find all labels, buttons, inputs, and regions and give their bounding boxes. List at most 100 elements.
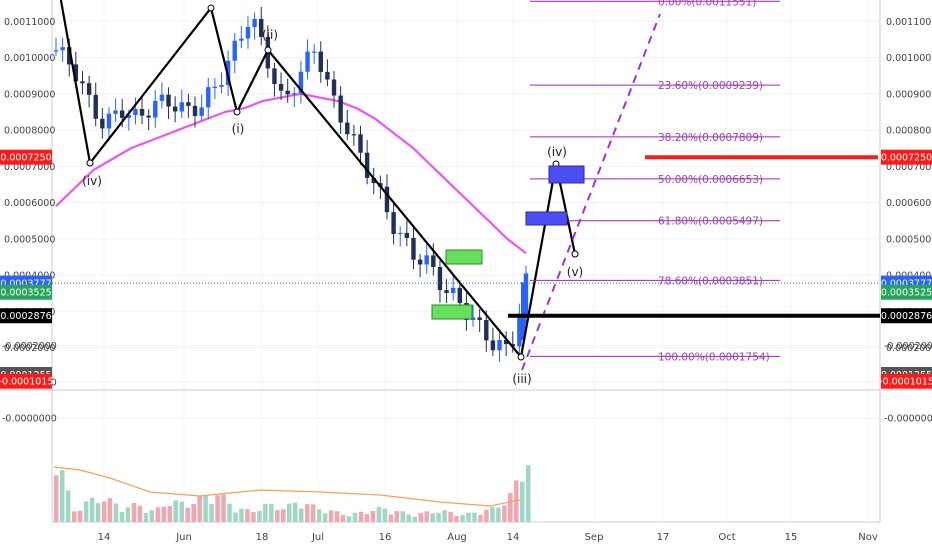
- candle-body: [404, 232, 410, 238]
- price-tick-label-right: 0.0005000: [886, 234, 932, 245]
- volume-bar: [328, 510, 334, 522]
- price-badge-left-text: -0.0001015: [0, 377, 53, 388]
- x-tick-label: 14: [98, 532, 111, 543]
- candle-body: [331, 79, 337, 96]
- price-tick-label-left: 0.0007000: [4, 162, 55, 173]
- volume-tick-label-left: -0.0000000: [2, 414, 57, 425]
- volume-bar: [310, 504, 316, 522]
- price-badge-left: [0, 308, 52, 324]
- price-badge-right-text: -0.0001015: [879, 377, 932, 388]
- candle-body: [457, 287, 463, 304]
- volume-bar: [107, 498, 113, 522]
- volume-bar: [478, 514, 483, 522]
- wave-label: (ii): [262, 28, 278, 42]
- candle-body: [298, 71, 304, 94]
- volume-bar: [448, 511, 453, 522]
- x-tick-label: Sep: [585, 532, 604, 543]
- candle-body: [325, 71, 330, 80]
- volume-bar: [215, 495, 220, 522]
- volume-bar: [59, 470, 65, 522]
- price-badge-right: [881, 284, 932, 300]
- volume-bar: [388, 514, 394, 522]
- candle-body: [172, 106, 178, 112]
- wave-point: [86, 159, 94, 167]
- candle-body: [113, 110, 118, 114]
- candle-body: [484, 320, 489, 341]
- price-tick-label-left: 0.0005000: [4, 234, 55, 245]
- candle-body: [146, 115, 151, 118]
- candle-body: [470, 317, 476, 320]
- volume-bar: [304, 504, 310, 522]
- candle-body: [239, 38, 244, 41]
- volume-bar: [149, 510, 155, 522]
- candle-body: [192, 105, 198, 116]
- volume-bar: [460, 515, 465, 522]
- fib-level-label: 78.60%(0.0003851): [658, 275, 763, 287]
- wave-label: (iv): [82, 174, 102, 188]
- volume-bar: [125, 507, 131, 522]
- candle-body: [510, 344, 515, 347]
- price-tick-label-left: 0.0006000: [4, 198, 55, 209]
- x-tick-label: 15: [785, 532, 798, 543]
- candle-body: [444, 290, 449, 294]
- price-tick-label-right: 0.0002000: [886, 343, 932, 354]
- price-badge-right: [881, 373, 932, 389]
- candle-body: [159, 94, 165, 101]
- volume-bar: [227, 503, 232, 522]
- volume-bar: [334, 511, 340, 522]
- candle-body: [477, 317, 482, 321]
- volume-tick-label-right: -0.0000000: [884, 414, 932, 425]
- price-badge-right-text: 0.0003525: [881, 288, 932, 299]
- wave-point: [233, 108, 241, 116]
- price-badge-right: [881, 308, 932, 324]
- volume-bar: [155, 507, 161, 522]
- volume-bar: [209, 504, 214, 522]
- candle-body: [517, 313, 522, 347]
- volume-bar: [257, 510, 262, 522]
- volume-bar: [179, 501, 184, 522]
- volume-bar: [322, 513, 328, 522]
- price-badge-left-text: 0.0007250: [0, 153, 51, 164]
- price-tick-label-right: 0.0010000: [886, 53, 932, 64]
- candle-body: [318, 51, 323, 72]
- volume-bar: [137, 505, 143, 522]
- wave-label: (iii): [512, 372, 531, 386]
- volume-bar: [376, 506, 382, 522]
- volume-bar: [197, 495, 202, 522]
- candle-body: [119, 110, 125, 118]
- volume-bar: [167, 506, 173, 522]
- volume-bar: [508, 493, 513, 522]
- wave-point: [517, 353, 525, 361]
- volume-bar: [101, 501, 107, 522]
- candle-body: [490, 340, 496, 351]
- wave-point: [571, 250, 579, 258]
- volume-bar: [185, 507, 190, 522]
- price-badge-right-text: 0.0002876: [881, 311, 932, 322]
- wave-point: [207, 4, 215, 12]
- candle-body: [272, 68, 277, 84]
- elliott-wave-line: [59, 0, 577, 360]
- candle-body: [345, 122, 350, 135]
- volume-bar: [358, 511, 364, 522]
- candle-body: [67, 47, 72, 65]
- candle-body: [53, 50, 59, 52]
- volume-bar: [131, 502, 137, 522]
- fib-level-label: 0.00%(0.0011551): [658, 0, 756, 8]
- volume-bar: [436, 513, 441, 522]
- x-tick-label: 17: [657, 532, 670, 543]
- candle-body: [245, 27, 251, 39]
- volume-bar: [484, 509, 489, 522]
- volume-bar: [502, 505, 507, 522]
- price-badge-left: [0, 373, 52, 389]
- volume-bar: [340, 514, 346, 522]
- fib-level-label: 23.60%(0.0009239): [658, 80, 763, 92]
- volume-bar: [269, 503, 274, 522]
- moving-average-line: [55, 92, 527, 255]
- candle-body: [497, 340, 502, 351]
- volume-bar: [526, 465, 531, 522]
- volume-bar: [239, 508, 244, 522]
- x-tick-label: 14: [507, 532, 520, 543]
- wave-label: (v): [567, 265, 583, 279]
